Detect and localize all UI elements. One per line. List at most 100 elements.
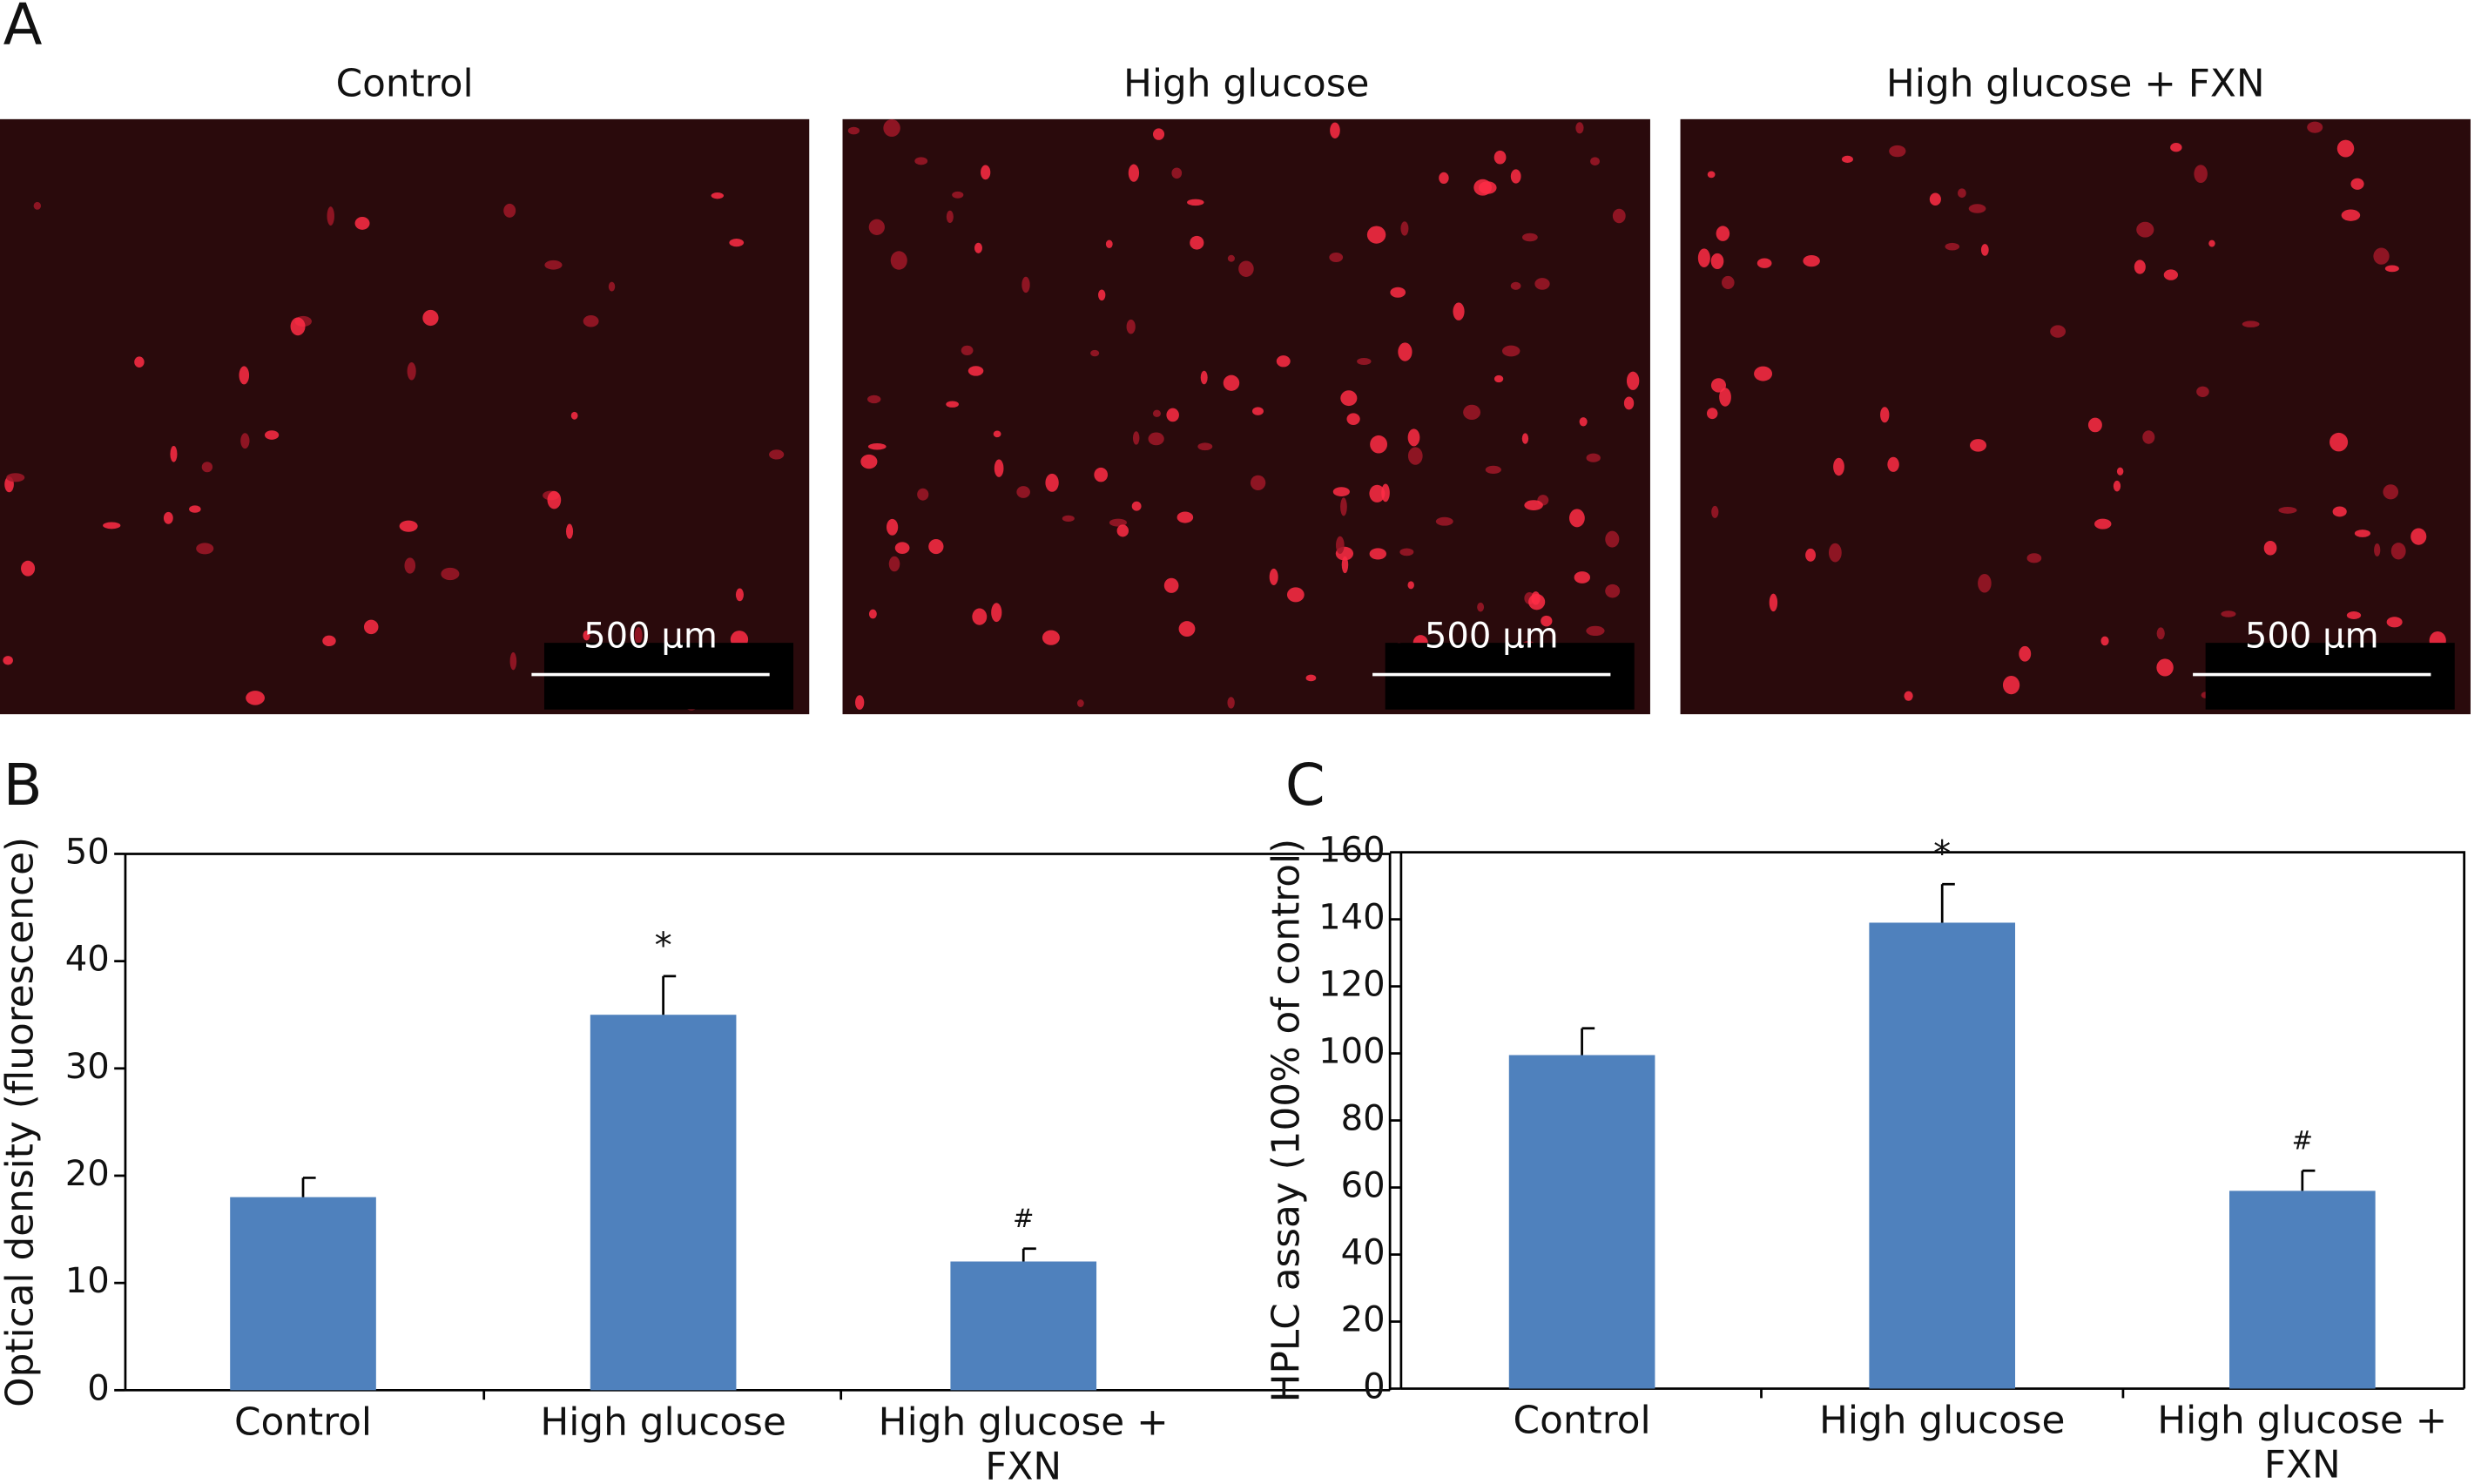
cell — [1105, 239, 1113, 248]
y-tick-label: 160 — [1318, 831, 1386, 871]
cell — [1227, 697, 1235, 709]
cell — [1250, 475, 1266, 490]
cell — [1978, 573, 1992, 593]
cell — [2142, 430, 2155, 444]
cell — [868, 219, 885, 235]
cell — [1227, 254, 1235, 262]
cell — [363, 619, 379, 635]
cell — [1370, 435, 1388, 454]
cell — [888, 556, 900, 572]
cell — [855, 695, 865, 710]
cell — [1407, 581, 1414, 590]
cell — [2384, 265, 2399, 273]
cell — [847, 126, 860, 135]
cell — [239, 366, 250, 385]
cell — [952, 191, 964, 199]
cell — [1501, 345, 1520, 357]
cell — [1769, 593, 1778, 612]
cell — [1016, 486, 1030, 498]
cell — [1478, 181, 1497, 194]
cell — [1707, 171, 1716, 179]
x-tick-label-box: Control — [1513, 1398, 1651, 1443]
cell — [2170, 143, 2182, 152]
cell — [1341, 556, 1349, 574]
cell — [2087, 417, 2102, 433]
cell — [2134, 260, 2146, 274]
cell — [1719, 388, 1731, 407]
cell — [1524, 500, 1543, 510]
cell — [981, 165, 991, 180]
cell — [1531, 591, 1541, 605]
y-tick-label: 120 — [1318, 965, 1386, 1005]
cell — [2383, 484, 2399, 500]
cell — [1626, 371, 1640, 390]
x-tick-label: Control — [1513, 1398, 1651, 1443]
cell — [1568, 509, 1585, 528]
scale-bar-label: 500 µm — [583, 617, 718, 657]
scale-bar-box — [543, 643, 794, 710]
cell — [1710, 378, 1727, 393]
image-title: High glucose + FXN — [1886, 62, 2265, 106]
cell — [735, 588, 744, 602]
cell — [354, 216, 370, 230]
bar — [230, 1197, 376, 1391]
cell — [1980, 244, 1989, 256]
y-tick-label: 40 — [65, 940, 110, 980]
panel-label: B — [3, 752, 43, 819]
cell — [1366, 226, 1386, 244]
cell — [2336, 139, 2355, 158]
cell — [1390, 287, 1406, 298]
cell — [1148, 432, 1164, 446]
cell — [1435, 516, 1453, 526]
cell — [1399, 548, 1414, 556]
cell — [547, 490, 562, 509]
cell — [1590, 157, 1600, 166]
y-tick-label: 0 — [1363, 1366, 1386, 1406]
cell — [170, 446, 178, 462]
cell — [327, 206, 334, 226]
cell — [1510, 169, 1521, 184]
cell — [1754, 366, 1773, 381]
cell — [1534, 278, 1550, 290]
cell — [1400, 221, 1409, 236]
cell — [1968, 204, 1986, 213]
cell — [1833, 457, 1844, 476]
cell — [1805, 548, 1817, 562]
cell — [2194, 165, 2208, 184]
x-tick-label: High glucose + FXN — [2157, 1398, 2448, 1484]
y-axis-label: Optical density (fluorescence) — [0, 837, 43, 1407]
cell — [2163, 269, 2178, 280]
cell — [1062, 515, 1075, 523]
cell — [917, 488, 929, 501]
cell — [1190, 235, 1204, 250]
cell — [1574, 571, 1591, 583]
significance-mark: # — [1013, 1204, 1034, 1233]
panel-label: A — [3, 0, 43, 58]
cell — [2350, 178, 2364, 190]
cell — [1407, 428, 1420, 447]
scale-bar-box — [2205, 643, 2455, 710]
x-tick-label-box: High glucose — [540, 1400, 786, 1444]
error-bar — [1021, 1247, 1036, 1262]
cell — [1970, 439, 1987, 452]
cell — [583, 315, 599, 327]
y-tick-label: 20 — [1341, 1300, 1386, 1340]
cell — [1369, 484, 1386, 503]
cell — [1945, 242, 1960, 251]
cell — [1090, 349, 1100, 357]
cell — [441, 567, 460, 581]
y-tick-label: 10 — [65, 1261, 110, 1301]
cell — [1332, 487, 1350, 496]
cell — [407, 361, 416, 381]
cell — [134, 356, 145, 368]
y-tick-label: 0 — [87, 1368, 110, 1408]
y-tick-label: 50 — [65, 832, 110, 872]
cell — [2330, 432, 2349, 452]
y-tick-label: 100 — [1318, 1032, 1386, 1072]
cell — [1477, 602, 1485, 612]
error-bar — [1581, 1027, 1595, 1056]
cell — [1605, 583, 1621, 598]
cell — [1586, 625, 1605, 637]
cell — [968, 366, 984, 376]
cell — [2390, 543, 2406, 560]
